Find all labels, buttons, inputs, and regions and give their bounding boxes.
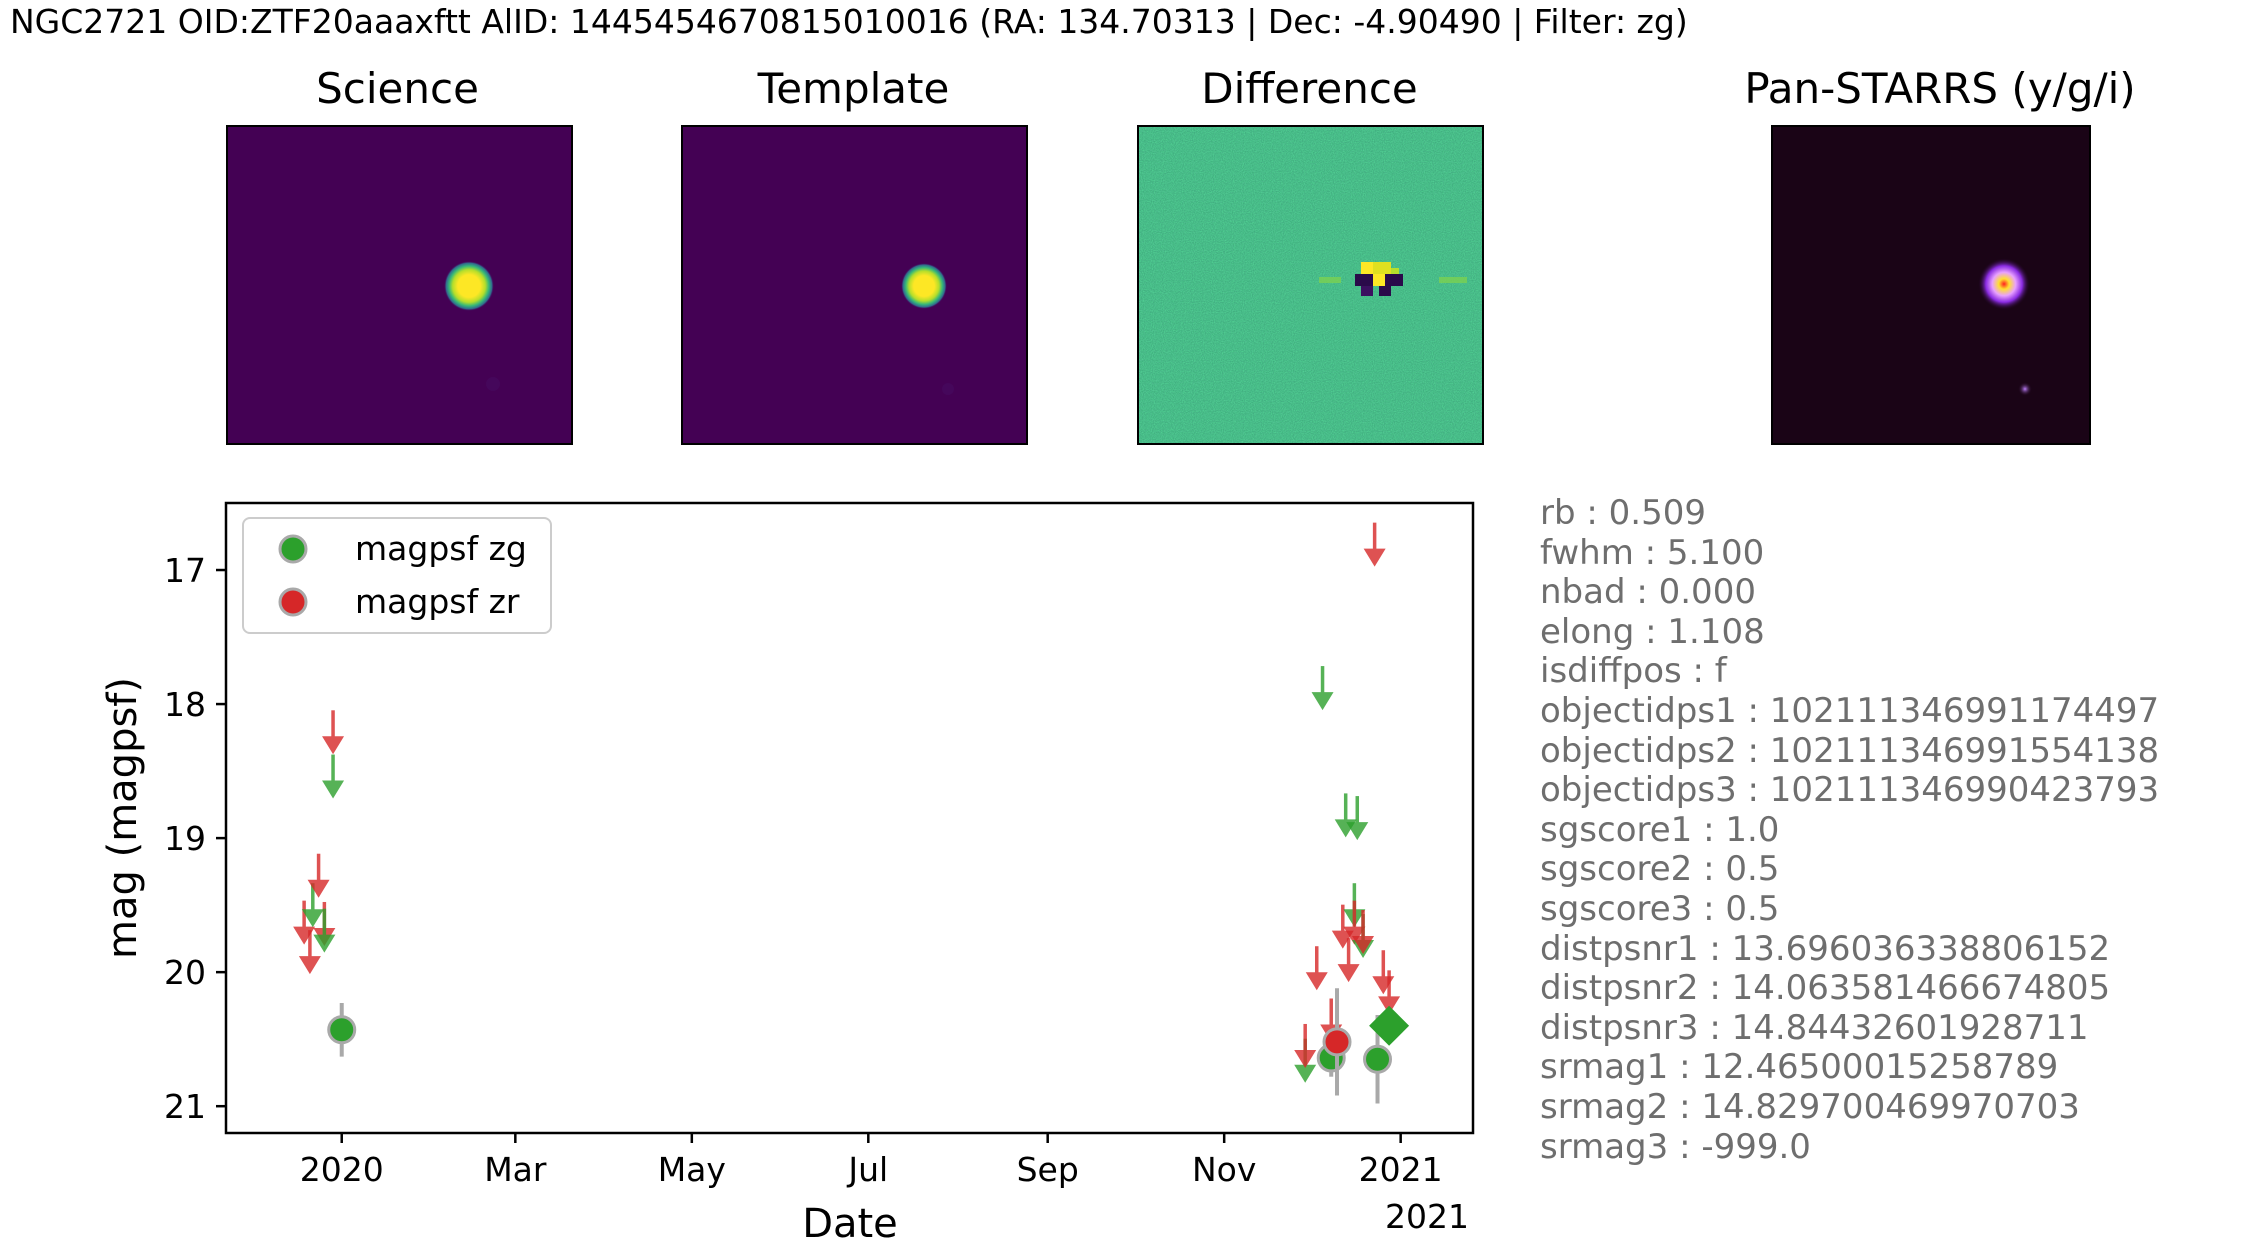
figure-title: NGC2721 OID:ZTF20aaaxftt AlID: 144545467… [10,2,1688,41]
alert-stats: rb : 0.509 fwhm : 5.100 nbad : 0.000 elong … [1540,493,2160,1167]
legend-item-zr: magpsf zr [278,582,520,621]
x-tick-label: May [658,1150,726,1189]
difference-title: Difference [1201,64,1418,113]
detections [327,988,1410,1104]
y-tick-label: 17 [164,551,206,590]
x-axis: 2020 Mar May Jul Sep Nov 2021 [300,1133,1443,1189]
y-tick-label: 21 [164,1087,206,1126]
stat-line: distpsnr1 : 13.696036338806152 [1540,928,2111,969]
upper-limit-arrow-zr [1294,1023,1317,1068]
stat-line: sgscore1 : 1.0 [1540,809,1780,850]
legend-marker-zg [278,534,308,564]
current-alert-marker [1369,1005,1410,1046]
stat-line: nbad : 0.000 [1540,572,1756,613]
upper-limit-arrow-zg [1311,666,1334,711]
upper-limits [293,522,1401,1083]
upper-limit-arrow-zr [322,710,345,755]
upper-limit-arrow-zg [301,883,324,928]
x-tick-label: 2021 [1359,1150,1443,1189]
panstarrs-title: Pan-STARRS (y/g/i) [1744,64,2136,113]
x-axis-label: Date [802,1201,898,1247]
detection-marker [1363,1044,1393,1074]
stat-line: sgscore2 : 0.5 [1540,849,1780,890]
upper-limit-arrow-zr [1372,950,1395,995]
y-axis-label: mag (magpsf) [100,677,146,959]
science-title: Science [316,64,479,113]
upper-limit-arrow-zg [1346,796,1369,841]
x-tick-label: 2020 [300,1150,384,1189]
upper-limit-arrow-zr [1337,938,1360,983]
upper-limit-arrow-zr [1343,900,1366,945]
detection-marker [1322,1027,1352,1057]
y-tick-label: 19 [164,819,206,858]
difference-cutout [1137,125,1484,445]
stat-line: fwhm : 5.100 [1540,532,1765,573]
y-axis: 17 18 19 20 21 [164,551,226,1126]
y-tick-label: 20 [164,953,206,992]
x-offset-label: 2021 [1385,1197,1469,1236]
stat-line: sgscore3 : 0.5 [1540,888,1780,929]
upper-limit-arrow-zr [1352,910,1375,955]
detection-point-zr [1322,988,1352,1096]
upper-limit-arrow-zr [298,930,321,975]
plot-frame [224,501,1475,1135]
upper-limit-arrow-zr [1378,970,1401,1015]
stat-line: distpsnr3 : 14.84432601928711 [1540,1007,2089,1048]
x-tick-label: Nov [1192,1150,1256,1189]
science-star [444,261,494,311]
stat-line: objectidps1 : 102111346991174497 [1540,690,2160,731]
stat-line: srmag2 : 14.829700469970703 [1540,1086,2080,1127]
x-tick-label: Jul [846,1150,888,1189]
stat-line: elong : 1.108 [1540,611,1765,652]
template-cutout [681,125,1028,445]
upper-limit-arrow-zr [1305,946,1328,991]
template-image [683,127,1026,443]
science-cutout [226,125,573,445]
stat-line: distpsnr2 : 14.063581466674805 [1540,968,2111,1009]
legend-marker-zr [278,587,308,617]
stat-line: objectidps3 : 102111346990423793 [1540,770,2160,811]
legend-item-zg: magpsf zg [278,529,527,568]
upper-limit-arrow-zg [322,754,345,799]
x-tick-label: Sep [1017,1150,1079,1189]
panstarrs-star [1978,258,2030,310]
stat-line: srmag3 : -999.0 [1540,1126,1811,1167]
upper-limit-arrow-zg [313,908,336,953]
template-title: Template [757,64,950,113]
template-star [901,263,947,309]
legend-label-zg: magpsf zg [355,529,527,568]
panstarrs-image [1773,127,2089,443]
detection-point-zg [327,1002,357,1057]
difference-image [1139,127,1482,443]
science-image [228,127,571,443]
upper-limit-arrow-zr [1331,904,1354,949]
stat-line: isdiffpos : f [1540,651,1727,692]
y-tick-label: 18 [164,685,206,724]
panstarrs-cutout [1771,125,2091,445]
legend: magpsf zg magpsf zr [242,517,552,634]
stat-line: rb : 0.509 [1540,493,1706,533]
upper-limit-arrow-zr [1363,522,1386,567]
difference-residual [1319,262,1467,296]
legend-label-zr: magpsf zr [355,582,520,621]
stat-line: objectidps2 : 102111346991554138 [1540,730,2160,771]
upper-limit-arrow-zr [307,853,330,898]
detection-marker [327,1015,357,1045]
stat-line: srmag1 : 12.46500015258789 [1540,1047,2059,1088]
x-tick-label: Mar [484,1150,547,1189]
